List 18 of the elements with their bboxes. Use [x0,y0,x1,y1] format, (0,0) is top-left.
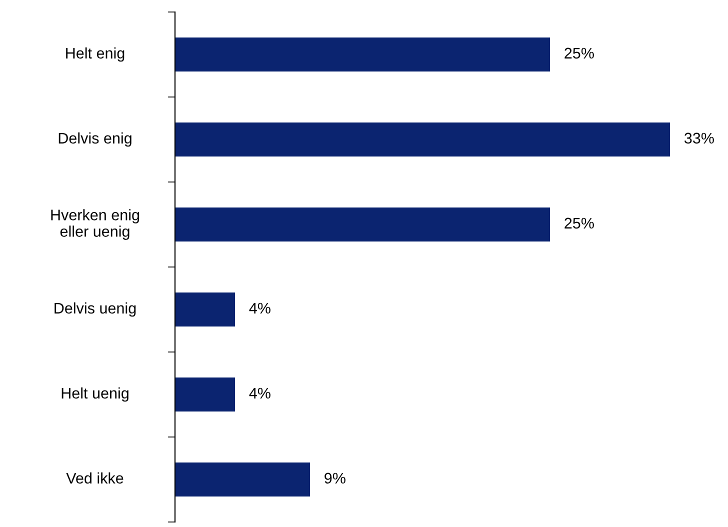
bar [175,208,550,242]
bar [175,122,670,156]
data-label: 25% [564,48,594,59]
y-tick-label: Delvis enig [58,132,132,147]
y-tick-label: Helt uenig [62,387,128,402]
data-label: 33% [684,132,714,144]
bar [175,462,310,496]
bar [175,292,235,326]
data-label: 4% [249,302,270,314]
y-tick-label: Helt enig [66,47,124,62]
data-label: 25% [564,218,594,229]
data-label: 9% [324,472,346,484]
y-tick-label: Ved ikke [66,472,124,484]
y-tick-label: Delvis uenig [54,302,136,317]
bar [175,378,235,412]
bar [175,38,550,72]
y-tick-label: Hverken enig eller uenig [51,209,140,240]
data-label: 4% [249,388,270,399]
